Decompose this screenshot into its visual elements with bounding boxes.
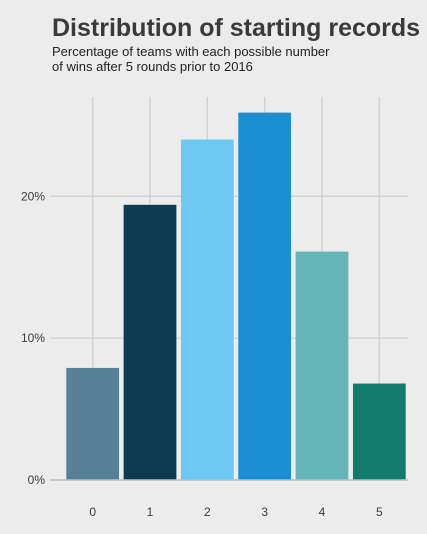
y-axis-labels: 0% 10% 20% bbox=[21, 189, 45, 487]
chart-subtitle: Percentage of teams with each possible n… bbox=[52, 44, 392, 74]
subtitle-line-1: Percentage of teams with each possible n… bbox=[52, 44, 330, 59]
subtitle-line-2: of wins after 5 rounds prior to 2016 bbox=[52, 59, 253, 74]
bar-2 bbox=[180, 139, 234, 480]
y-tick-label-20: 20% bbox=[21, 189, 45, 203]
y-tick-label-10: 10% bbox=[21, 331, 45, 345]
x-tick-label-2: 2 bbox=[204, 505, 211, 519]
bar-3 bbox=[238, 112, 292, 480]
x-tick-label-5: 5 bbox=[376, 505, 383, 519]
bars bbox=[66, 112, 406, 480]
bar-4 bbox=[295, 251, 349, 480]
x-axis: 0 1 2 3 4 5 bbox=[50, 479, 408, 519]
bar-1 bbox=[123, 204, 177, 480]
y-tick-label-0: 0% bbox=[28, 473, 46, 487]
bar-5 bbox=[352, 383, 406, 480]
x-tick-label-1: 1 bbox=[147, 505, 154, 519]
x-tick-label-3: 3 bbox=[261, 505, 268, 519]
x-tick-label-0: 0 bbox=[89, 505, 96, 519]
x-tick-label-4: 4 bbox=[319, 505, 326, 519]
bar-0 bbox=[66, 367, 120, 480]
chart-title: Distribution of starting records bbox=[52, 14, 421, 42]
